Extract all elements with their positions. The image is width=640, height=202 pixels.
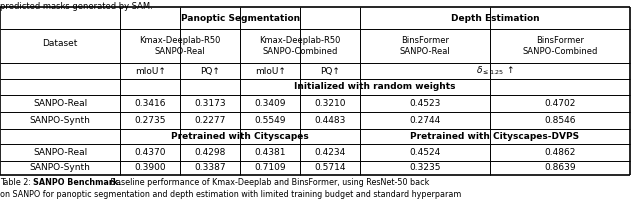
Text: 0.5549: 0.5549 [254,116,286,125]
Text: SANPO-Synth: SANPO-Synth [29,116,91,125]
Text: Panoptic Segmentation: Panoptic Segmentation [180,14,300,22]
Text: 0.2277: 0.2277 [194,116,226,125]
Text: mIoU↑: mIoU↑ [255,66,285,76]
Text: 0.4234: 0.4234 [315,148,346,157]
Text: 0.4370: 0.4370 [134,148,166,157]
Text: 0.4524: 0.4524 [410,148,441,157]
Text: 0.3900: 0.3900 [134,163,166,173]
Text: 0.2744: 0.2744 [410,116,441,125]
Text: Depth Estimation: Depth Estimation [451,14,540,22]
Text: PQ↑: PQ↑ [320,66,340,76]
Text: Kmax-Deeplab-R50
SANPO-Real: Kmax-Deeplab-R50 SANPO-Real [140,36,221,56]
Text: Pretrained with Cityscapes: Pretrained with Cityscapes [172,132,309,141]
Text: Initialized with random weights: Initialized with random weights [294,82,456,92]
Text: 0.4702: 0.4702 [544,99,576,108]
Text: BinsFormer
SANPO-Combined: BinsFormer SANPO-Combined [522,36,598,56]
Text: 0.3210: 0.3210 [314,99,346,108]
Text: Dataset: Dataset [42,39,78,47]
Text: Table 2:: Table 2: [0,178,33,187]
Text: 0.3387: 0.3387 [194,163,226,173]
Text: 0.5714: 0.5714 [314,163,346,173]
Text: SANPO-Real: SANPO-Real [33,99,87,108]
Text: 0.4381: 0.4381 [254,148,286,157]
Text: SANPO-Synth: SANPO-Synth [29,163,91,173]
Text: $\delta_{\leq 1.25}$ ↑: $\delta_{\leq 1.25}$ ↑ [476,65,514,77]
Text: 0.3235: 0.3235 [410,163,441,173]
Text: Pretrained with Cityscapes-DVPS: Pretrained with Cityscapes-DVPS [410,132,580,141]
Text: 0.3409: 0.3409 [254,99,286,108]
Text: Baseline performance of Kmax-Deeplab and BinsFormer, using ResNet-50 back: Baseline performance of Kmax-Deeplab and… [108,178,429,187]
Text: PQ↑: PQ↑ [200,66,220,76]
Text: SANPO Benchmark.: SANPO Benchmark. [33,178,122,187]
Text: 0.3416: 0.3416 [134,99,166,108]
Text: on SANPO for panoptic segmentation and depth estimation with limited training bu: on SANPO for panoptic segmentation and d… [0,190,461,199]
Text: 0.4862: 0.4862 [544,148,576,157]
Text: BinsFormer
SANPO-Real: BinsFormer SANPO-Real [400,36,451,56]
Text: 0.8546: 0.8546 [544,116,576,125]
Text: 0.4523: 0.4523 [410,99,441,108]
Text: 0.7109: 0.7109 [254,163,286,173]
Text: SANPO-Real: SANPO-Real [33,148,87,157]
Text: 0.4483: 0.4483 [314,116,346,125]
Text: predicted masks generated by SAM.: predicted masks generated by SAM. [0,2,153,11]
Text: Kmax-Deeplab-R50
SANPO-Combined: Kmax-Deeplab-R50 SANPO-Combined [259,36,341,56]
Text: 0.8639: 0.8639 [544,163,576,173]
Text: 0.2735: 0.2735 [134,116,166,125]
Text: mIoU↑: mIoU↑ [134,66,166,76]
Text: 0.3173: 0.3173 [194,99,226,108]
Text: 0.4298: 0.4298 [194,148,226,157]
